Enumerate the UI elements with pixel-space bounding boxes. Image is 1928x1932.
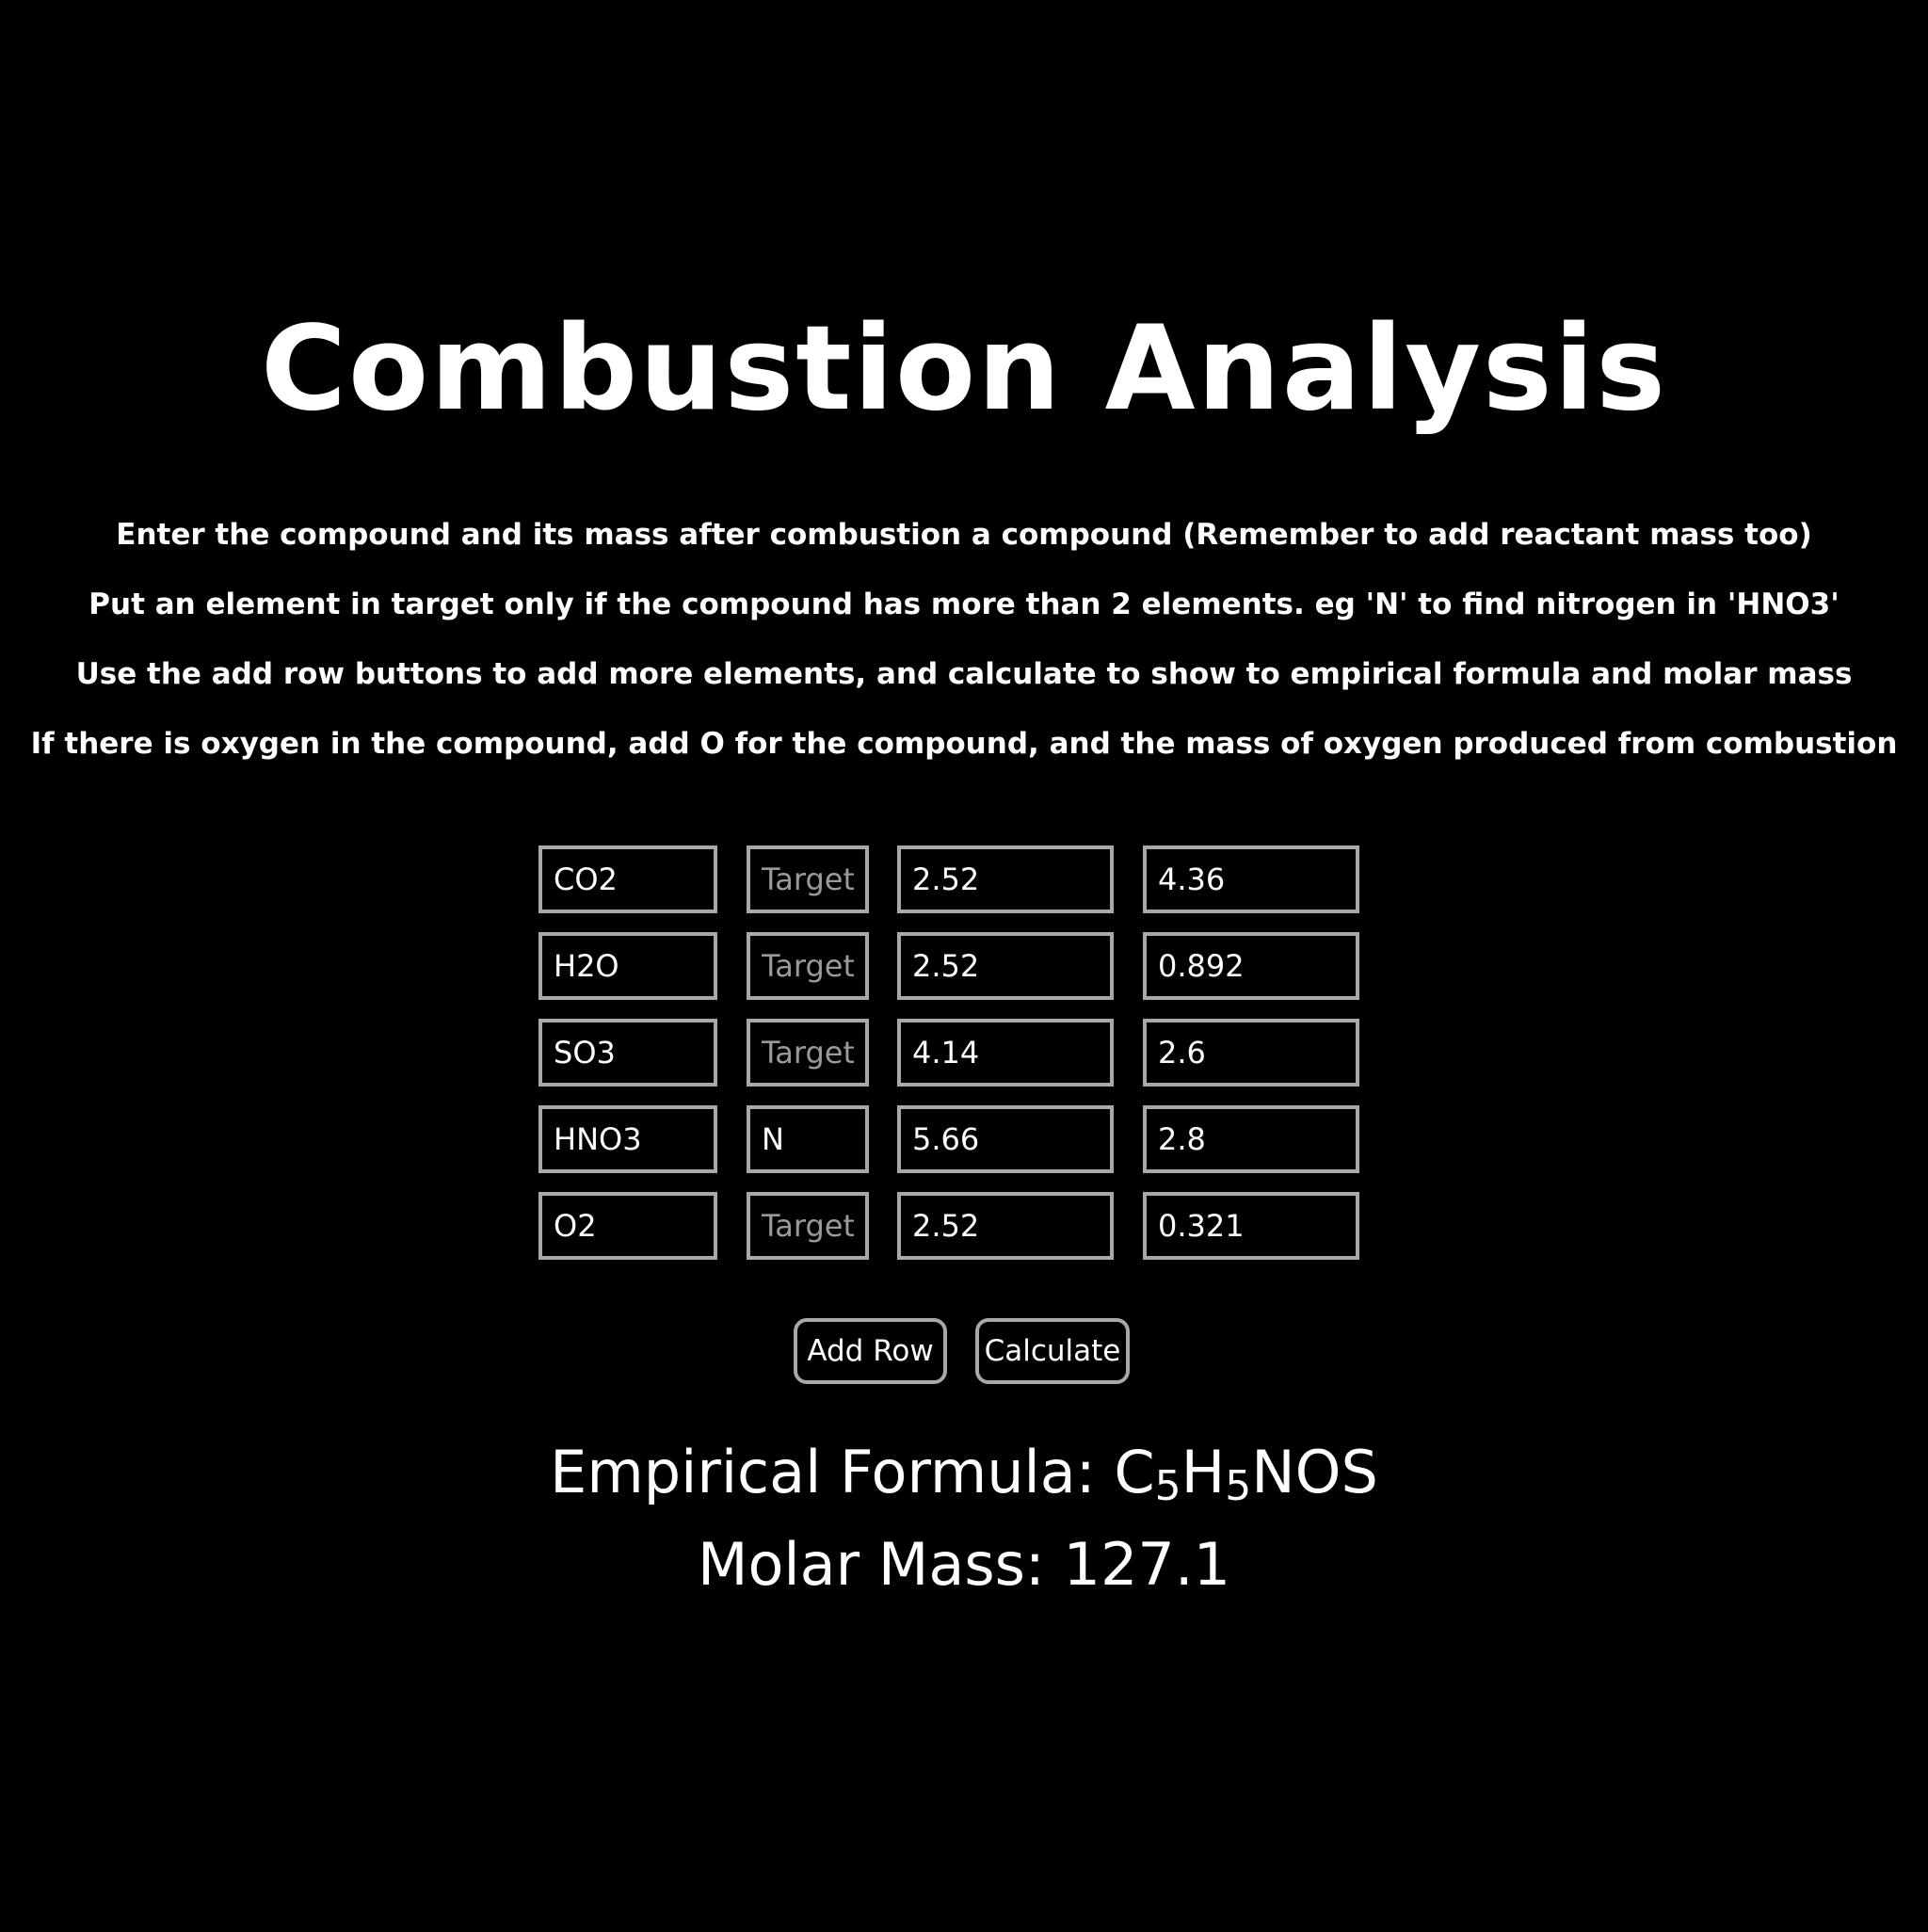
compound-input[interactable] xyxy=(538,932,717,1000)
target-input[interactable] xyxy=(747,1192,869,1260)
formula-element: C xyxy=(1114,1438,1155,1506)
reactant-mass-input[interactable] xyxy=(897,845,1114,913)
instruction-line: If there is oxygen in the compound, add … xyxy=(30,727,1898,761)
add-row-button[interactable]: Add Row xyxy=(794,1318,947,1384)
empirical-formula-value: C5H5NOS xyxy=(1114,1438,1378,1507)
product-mass-input[interactable] xyxy=(1143,932,1359,1000)
compound-input[interactable] xyxy=(538,1019,717,1087)
molar-mass-label: Molar Mass: xyxy=(697,1530,1064,1599)
compound-input[interactable] xyxy=(538,845,717,913)
formula-subscript: 5 xyxy=(1225,1462,1252,1510)
action-buttons: Add Row Calculate xyxy=(0,1318,1928,1384)
instructions-list: Enter the compound and its mass after co… xyxy=(0,516,1928,795)
formula-element: NOS xyxy=(1251,1438,1378,1506)
instruction-line: Put an element in target only if the com… xyxy=(88,588,1840,621)
molar-mass-value: 127.1 xyxy=(1063,1530,1231,1599)
calculate-button[interactable]: Calculate xyxy=(975,1318,1130,1384)
empirical-formula-result: Empirical Formula: C5H5NOS xyxy=(0,1435,1928,1510)
target-input[interactable] xyxy=(747,845,869,913)
formula-element: H xyxy=(1181,1438,1226,1506)
formula-subscript: 5 xyxy=(1154,1462,1181,1510)
page-title: Combustion Analysis xyxy=(260,301,1668,437)
compound-input[interactable] xyxy=(538,1105,717,1173)
instruction-line: Enter the compound and its mass after co… xyxy=(116,518,1812,552)
empirical-formula-label: Empirical Formula: xyxy=(550,1438,1115,1506)
target-input[interactable] xyxy=(747,932,869,1000)
target-input[interactable] xyxy=(747,1019,869,1087)
target-input[interactable] xyxy=(747,1105,869,1173)
reactant-mass-input[interactable] xyxy=(897,1192,1114,1260)
molar-mass-result: Molar Mass: 127.1 xyxy=(0,1527,1928,1602)
product-mass-input[interactable] xyxy=(1143,845,1359,913)
product-mass-input[interactable] xyxy=(1143,1105,1359,1173)
reactant-mass-input[interactable] xyxy=(897,932,1114,1000)
product-mass-input[interactable] xyxy=(1143,1019,1359,1087)
reactant-mass-input[interactable] xyxy=(897,1019,1114,1087)
compound-input[interactable] xyxy=(538,1192,717,1260)
reactant-mass-input[interactable] xyxy=(897,1105,1114,1173)
instruction-line: Use the add row buttons to add more elem… xyxy=(75,657,1853,691)
product-mass-input[interactable] xyxy=(1143,1192,1359,1260)
